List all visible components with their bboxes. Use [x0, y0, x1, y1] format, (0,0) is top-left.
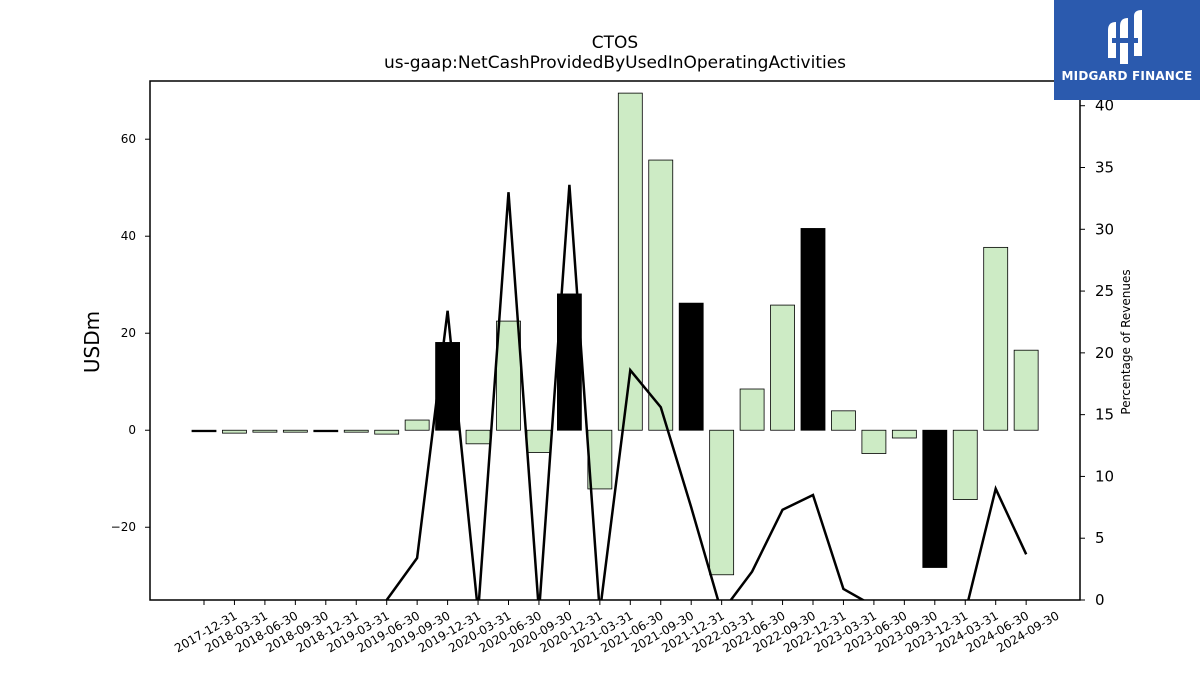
bar-2018-03-31: [222, 429, 247, 434]
line-series: [385, 184, 1028, 600]
bar-2020-12-31: [557, 293, 582, 431]
y-axis-left: −20 0 20 40 60: [111, 132, 150, 534]
bar-2020-03-31: [465, 429, 491, 445]
x-axis: 2017-12-312018-03-312018-06-302018-09-30…: [172, 600, 1062, 655]
midgard-logo-icon: [1108, 10, 1142, 64]
bar-2021-03-31: [587, 429, 613, 490]
plot-frame: [149, 80, 1081, 601]
y-tick-label: 40: [121, 229, 136, 243]
bar-2020-09-30: [526, 429, 552, 453]
y2-axis-label: Percentage of Revenues: [1119, 269, 1133, 414]
y-axis-label: USDm: [80, 311, 104, 373]
y-axis-right: 0 5 10 15 20 25 30 35 40: [1080, 97, 1114, 609]
chart-title: CTOS: [592, 33, 638, 53]
y2-tick-label: 15: [1095, 406, 1114, 424]
bar-2018-06-30: [252, 429, 278, 433]
brand-logo: MIDGARD FINANCE: [1054, 0, 1200, 100]
chart-subtitle: us-gaap:NetCashProvidedByUsedInOperating…: [384, 53, 846, 73]
y-tick-label: 20: [121, 326, 136, 340]
bar-2022-06-30: [739, 388, 765, 431]
bar-2023-03-31: [831, 410, 856, 431]
bar-2024-03-31: [952, 429, 978, 500]
y2-tick-label: 30: [1095, 220, 1114, 238]
bar-2022-03-31: [709, 429, 735, 576]
y2-tick-label: 25: [1095, 282, 1114, 300]
bar-2019-06-30: [374, 429, 400, 435]
bar-2020-06-30: [496, 320, 521, 431]
bar-2018-12-31: [313, 429, 339, 433]
bar-2022-12-31: [800, 228, 826, 431]
bar-2021-09-30: [648, 159, 674, 431]
y-tick-label: −20: [111, 520, 136, 534]
logo-text: MIDGARD FINANCE: [1061, 69, 1193, 83]
bar-2018-09-30: [282, 429, 308, 433]
y2-tick-label: 20: [1095, 344, 1114, 362]
y2-tick-label: 40: [1095, 97, 1114, 115]
bar-series: [191, 92, 1039, 576]
y2-tick-label: 10: [1095, 467, 1114, 485]
bar-2019-03-31: [343, 429, 369, 433]
bar-2023-06-30: [861, 429, 887, 454]
y2-tick-label: 35: [1095, 159, 1114, 177]
y2-tick-label: 0: [1095, 591, 1105, 609]
bar-2021-12-31: [678, 302, 704, 431]
bar-2024-06-30: [983, 246, 1009, 431]
bar-2024-09-30: [1013, 349, 1039, 431]
y-tick-label: 0: [128, 423, 136, 437]
line-path: [385, 184, 1028, 600]
y-tick-label: 60: [121, 132, 136, 146]
bar-2022-09-30: [770, 304, 795, 431]
y2-tick-label: 5: [1095, 529, 1105, 547]
bar-2023-12-31: [922, 429, 948, 568]
bar-2019-09-30: [404, 419, 430, 431]
bar-2023-09-30: [891, 429, 917, 439]
bar-2017-12-31: [191, 429, 217, 433]
